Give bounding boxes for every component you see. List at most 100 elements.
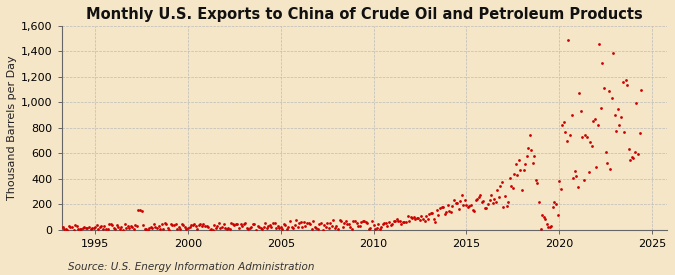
Point bbox=[625, 158, 636, 162]
Point bbox=[490, 200, 501, 204]
Point bbox=[265, 223, 275, 227]
Point bbox=[577, 135, 588, 139]
Point bbox=[90, 225, 101, 229]
Point bbox=[280, 222, 291, 227]
Point bbox=[468, 208, 479, 213]
Point bbox=[155, 227, 165, 231]
Point bbox=[187, 223, 198, 227]
Point bbox=[389, 219, 400, 223]
Point bbox=[588, 119, 599, 123]
Point bbox=[139, 227, 150, 232]
Point bbox=[487, 201, 498, 205]
Point bbox=[313, 227, 323, 232]
Point bbox=[335, 219, 346, 223]
Point bbox=[86, 226, 97, 231]
Point bbox=[244, 226, 255, 230]
Point bbox=[402, 214, 413, 219]
Point bbox=[249, 222, 260, 226]
Point bbox=[333, 226, 344, 231]
Point bbox=[531, 178, 541, 183]
Point bbox=[541, 221, 552, 226]
Point bbox=[303, 221, 314, 226]
Point bbox=[620, 78, 631, 82]
Point bbox=[478, 199, 489, 203]
Point bbox=[238, 222, 249, 226]
Point bbox=[631, 101, 642, 105]
Point bbox=[566, 112, 577, 117]
Point bbox=[450, 200, 461, 205]
Point bbox=[108, 226, 119, 230]
Point bbox=[477, 199, 487, 204]
Point bbox=[557, 123, 568, 127]
Point bbox=[267, 221, 278, 225]
Point bbox=[392, 217, 402, 221]
Point bbox=[217, 225, 227, 229]
Point bbox=[57, 225, 68, 229]
Point bbox=[121, 226, 132, 230]
Point bbox=[201, 224, 212, 228]
Point bbox=[76, 227, 86, 231]
Point bbox=[60, 227, 71, 231]
Point bbox=[73, 227, 84, 231]
Point bbox=[547, 205, 558, 210]
Point bbox=[441, 210, 452, 214]
Point bbox=[393, 218, 404, 223]
Point bbox=[71, 224, 82, 228]
Point bbox=[506, 184, 516, 188]
Point bbox=[385, 223, 396, 227]
Point bbox=[473, 195, 484, 199]
Point bbox=[489, 197, 500, 202]
Point bbox=[508, 186, 518, 191]
Point bbox=[232, 222, 243, 226]
Y-axis label: Thousand Barrels per Day: Thousand Barrels per Day bbox=[7, 56, 17, 200]
Point bbox=[207, 227, 218, 232]
Point bbox=[599, 86, 610, 91]
Point bbox=[595, 106, 606, 111]
Point bbox=[470, 198, 481, 202]
Point bbox=[462, 204, 473, 209]
Point bbox=[316, 221, 327, 225]
Point bbox=[423, 217, 433, 221]
Point bbox=[102, 227, 113, 232]
Point bbox=[484, 197, 495, 202]
Point bbox=[275, 225, 286, 229]
Point bbox=[54, 223, 65, 228]
Point bbox=[254, 225, 265, 229]
Point bbox=[234, 226, 244, 231]
Point bbox=[356, 220, 367, 225]
Point bbox=[304, 222, 315, 227]
Point bbox=[200, 224, 211, 229]
Point bbox=[509, 172, 520, 177]
Point bbox=[184, 225, 195, 230]
Point bbox=[520, 162, 531, 166]
Point bbox=[582, 135, 593, 139]
Point bbox=[405, 214, 416, 219]
Point bbox=[213, 221, 224, 226]
Point bbox=[524, 133, 535, 137]
Point bbox=[196, 224, 207, 228]
Point bbox=[436, 205, 447, 209]
Point bbox=[512, 172, 522, 177]
Point bbox=[387, 222, 398, 226]
Point bbox=[320, 225, 331, 230]
Point bbox=[302, 221, 313, 226]
Point bbox=[351, 221, 362, 226]
Point bbox=[534, 200, 545, 204]
Point bbox=[124, 226, 134, 230]
Point bbox=[346, 227, 357, 231]
Point bbox=[263, 224, 274, 228]
Point bbox=[551, 202, 562, 206]
Point bbox=[195, 222, 206, 227]
Point bbox=[338, 225, 348, 229]
Point bbox=[248, 222, 259, 226]
Point bbox=[350, 218, 360, 223]
Point bbox=[291, 218, 302, 222]
Point bbox=[479, 206, 490, 210]
Point bbox=[101, 227, 111, 231]
Point bbox=[62, 227, 73, 232]
Point bbox=[224, 226, 235, 231]
Point bbox=[173, 225, 184, 229]
Point bbox=[433, 213, 444, 218]
Point bbox=[497, 180, 508, 185]
Point bbox=[538, 215, 549, 219]
